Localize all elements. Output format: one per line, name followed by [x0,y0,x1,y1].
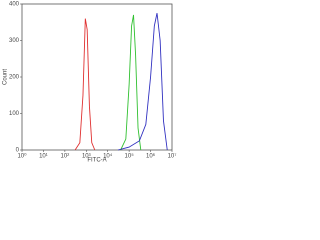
chart: FITC-A Count 0 100 200 300 400 10⁰ 10¹ 10² 10³ 10… [3,2,177,164]
plot-frame [21,3,173,151]
x-tick-label: 10⁷ [168,153,177,160]
x-tick-label: 10³ [82,154,91,160]
y-tick-label: 100 [9,111,20,117]
y-tick-label: 0 [16,148,20,154]
x-tick-label: 10⁴ [103,153,113,160]
x-tick-label: 10⁶ [146,153,156,160]
x-axis-label: FITC-A [87,158,106,164]
y-tick-label: 300 [9,38,20,44]
x-tick-label: 10⁰ [17,153,27,160]
x-tick-label: 10¹ [39,154,48,160]
histogram-curve [74,18,96,151]
x-tick-label: 10⁵ [125,153,135,160]
x-tick-label: 10² [61,154,70,160]
y-tick-label: 400 [9,2,20,8]
histogram-curve [120,14,142,151]
y-tick-label: 200 [9,75,20,81]
histogram-curve [117,13,168,151]
y-axis-label: Count [3,69,9,85]
